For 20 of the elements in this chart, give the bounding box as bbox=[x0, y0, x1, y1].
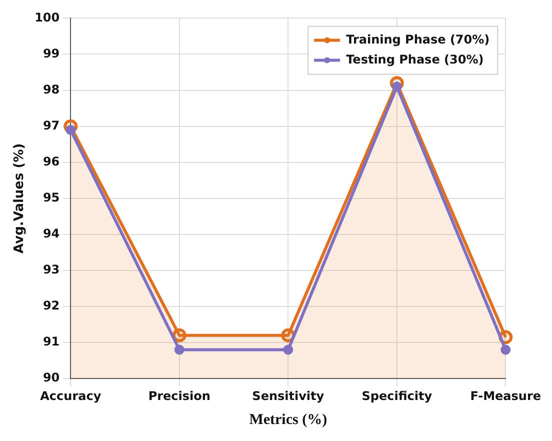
y-tick-label: 96 bbox=[42, 154, 60, 168]
x-tick-label: Sensitivity bbox=[252, 388, 324, 403]
y-tick-label: 92 bbox=[42, 298, 60, 313]
y-axis-title: Avg.Values (%) bbox=[12, 143, 28, 254]
y-tick-label: 99 bbox=[42, 46, 60, 60]
x-tick-label: F-Measure bbox=[470, 388, 542, 403]
x-axis-title: Metrics (%) bbox=[249, 412, 328, 428]
y-tick-label: 91 bbox=[42, 334, 60, 349]
y-tick-label: 94 bbox=[42, 226, 60, 241]
y-tick-label: 90 bbox=[42, 370, 60, 385]
y-tick-label: 93 bbox=[42, 262, 60, 277]
legend-label: Testing Phase (30%) bbox=[346, 52, 484, 66]
y-tick-label: 97 bbox=[42, 118, 60, 132]
y-tick-label: 100 bbox=[34, 10, 60, 24]
x-tick-label: Precision bbox=[148, 388, 210, 403]
y-tick-label: 95 bbox=[42, 190, 60, 205]
x-tick-label: Accuracy bbox=[40, 388, 102, 403]
x-tick-label: Specificity bbox=[362, 388, 432, 403]
legend-label: Training Phase (70%) bbox=[346, 32, 490, 46]
y-tick-label: 98 bbox=[42, 82, 60, 96]
